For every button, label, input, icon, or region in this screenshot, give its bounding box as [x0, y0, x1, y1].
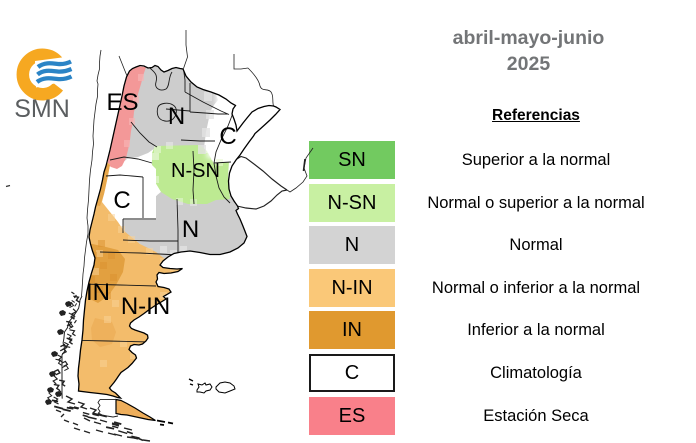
svg-text:C: C — [113, 187, 130, 214]
svg-text:N: N — [182, 216, 199, 243]
svg-text:N: N — [168, 103, 185, 130]
svg-text:N-SN: N-SN — [171, 160, 220, 182]
svg-text:N-IN: N-IN — [121, 293, 170, 320]
svg-text:C: C — [219, 123, 236, 150]
svg-text:ES: ES — [106, 89, 138, 116]
svg-text:SMN: SMN — [14, 95, 70, 123]
svg-text:IN: IN — [86, 279, 110, 306]
